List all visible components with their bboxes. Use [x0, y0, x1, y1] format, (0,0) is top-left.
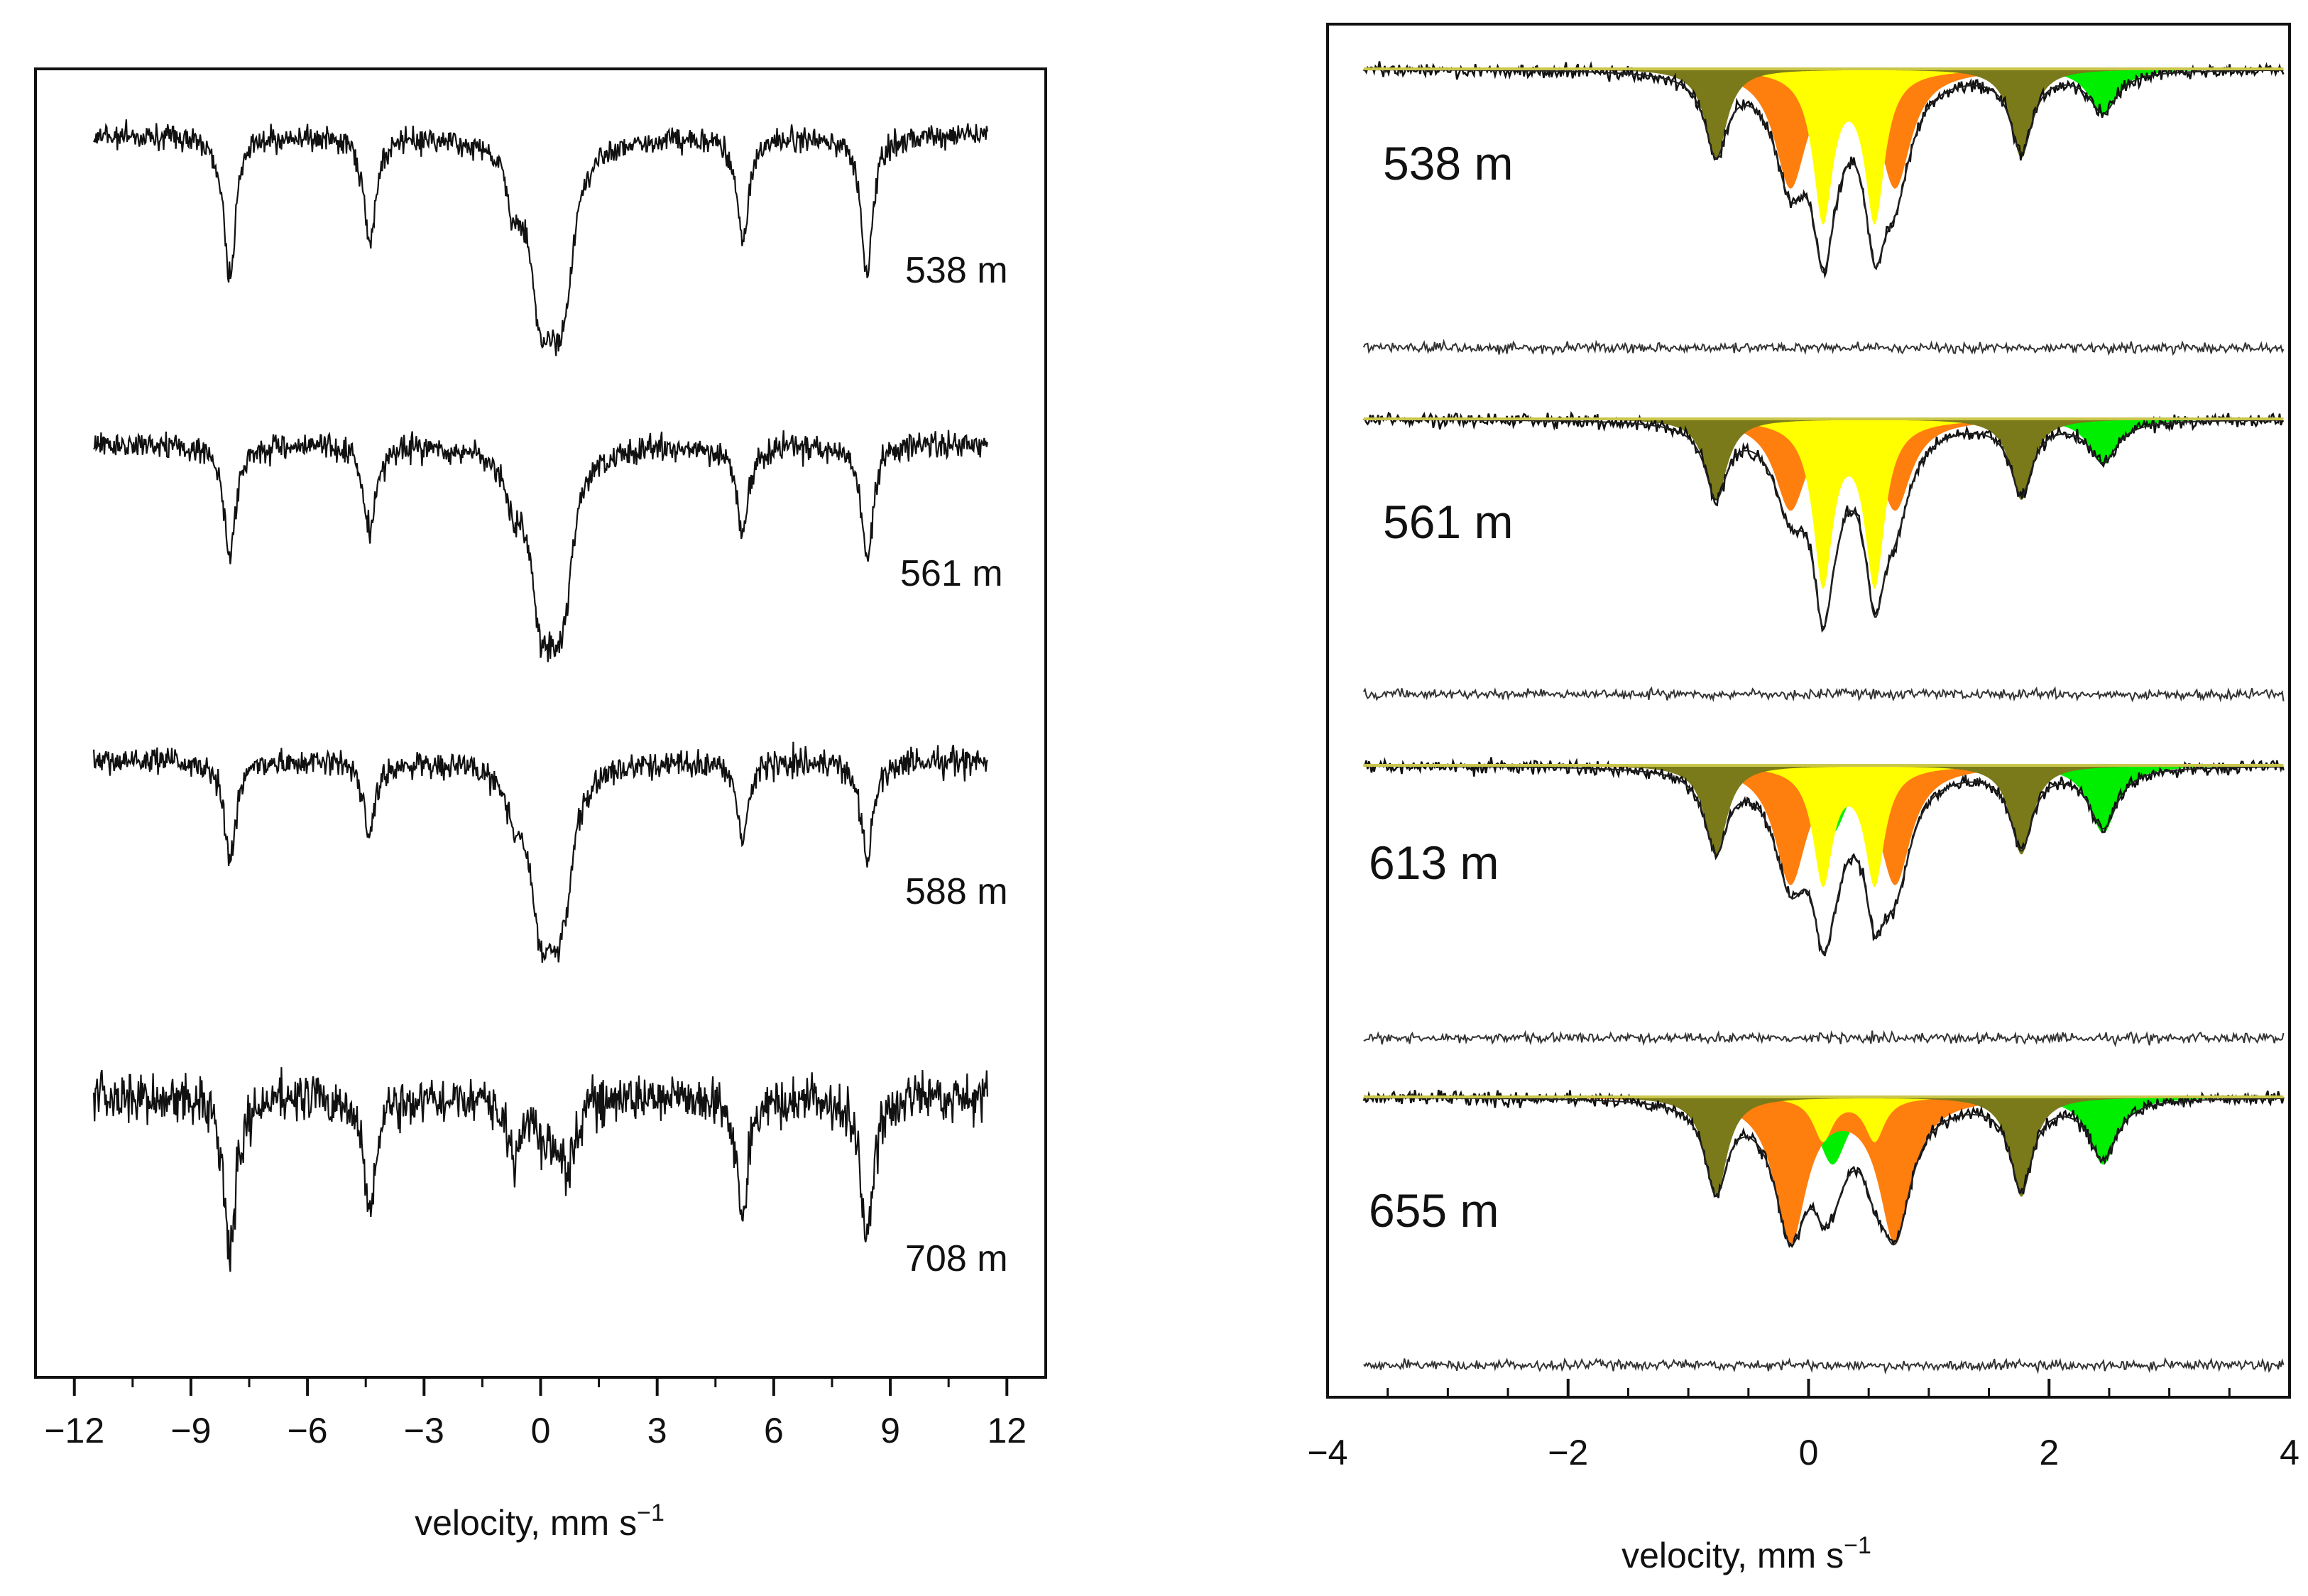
- left-tick-label: −6: [288, 1411, 328, 1450]
- right-x-ticks: −4 −2 0 2 4: [1307, 1379, 2299, 1472]
- left-mossbauer-panel: −12 −9 −6 −3 0 3 6 9 12 538 m 561 m 588 m 708 m …: [34, 67, 1047, 1543]
- left-spectrum-trace: [93, 119, 988, 356]
- right-spectrum-fit: [1363, 418, 2284, 629]
- fit-residual: [1362, 338, 2285, 356]
- right-spectrum-labels: 538 m 561 m 613 m 655 m: [1369, 137, 1513, 1237]
- left-spectrum-trace: [93, 741, 988, 963]
- fit-component-yellow: [1363, 69, 2284, 225]
- right-x-axis-title: velocity, mm s−1: [1621, 1532, 1871, 1575]
- right-tick-label: −2: [1548, 1433, 1588, 1472]
- fit-component-yellow: [1363, 419, 2284, 589]
- right-spectrum-fit: [1363, 765, 2284, 956]
- left-label-708: 708 m: [905, 1238, 1008, 1279]
- left-spectrum-trace: [93, 1067, 988, 1272]
- left-tick-label: 6: [764, 1411, 784, 1450]
- left-spectrum-labels: 538 m 561 m 588 m 708 m: [900, 250, 1008, 1279]
- right-label-613: 613 m: [1369, 836, 1499, 889]
- right-tick-label: −4: [1307, 1433, 1347, 1472]
- right-label-538: 538 m: [1383, 137, 1513, 190]
- left-x-ticks: −12 −9 −6 −3 0 3 6 9 12: [44, 1377, 1027, 1450]
- right-label-561: 561 m: [1383, 496, 1513, 548]
- right-mossbauer-panel: −4 −2 0 2 4 538 m 561 m 613 m 655 m velocity…: [1307, 23, 2299, 1575]
- left-spectra: [93, 119, 988, 1272]
- left-tick-label: 0: [531, 1411, 551, 1450]
- fit-component-yellow: [1363, 1097, 2284, 1142]
- fit-component-yellow: [1363, 765, 2284, 887]
- left-tick-label: 3: [647, 1411, 667, 1450]
- fit-residual: [1363, 1029, 2285, 1048]
- right-spectrum-fit: [1363, 1097, 2284, 1246]
- right-tick-label: 0: [1799, 1433, 1819, 1472]
- fit-residual: [1363, 1357, 2285, 1375]
- right-spectra: [1362, 60, 2285, 1375]
- left-tick-label: −12: [44, 1411, 104, 1450]
- left-label-588: 588 m: [905, 871, 1008, 912]
- right-spectrum-data: [1363, 757, 2285, 956]
- left-plot-frame: [34, 67, 1047, 1379]
- left-tick-label: 9: [880, 1411, 900, 1450]
- right-tick-label: 2: [2039, 1433, 2059, 1472]
- right-spectrum-fit: [1363, 69, 2284, 274]
- left-label-538: 538 m: [905, 250, 1008, 291]
- left-x-axis-title: velocity, mm s−1: [415, 1499, 664, 1543]
- right-label-655: 655 m: [1369, 1184, 1499, 1237]
- left-tick-label: −9: [170, 1411, 211, 1450]
- left-label-561: 561 m: [900, 553, 1003, 594]
- left-tick-label: −3: [404, 1411, 444, 1450]
- left-spectrum-trace: [93, 430, 988, 662]
- left-tick-label: 12: [987, 1411, 1027, 1450]
- fit-residual: [1362, 686, 2285, 703]
- right-tick-label: 4: [2280, 1433, 2299, 1472]
